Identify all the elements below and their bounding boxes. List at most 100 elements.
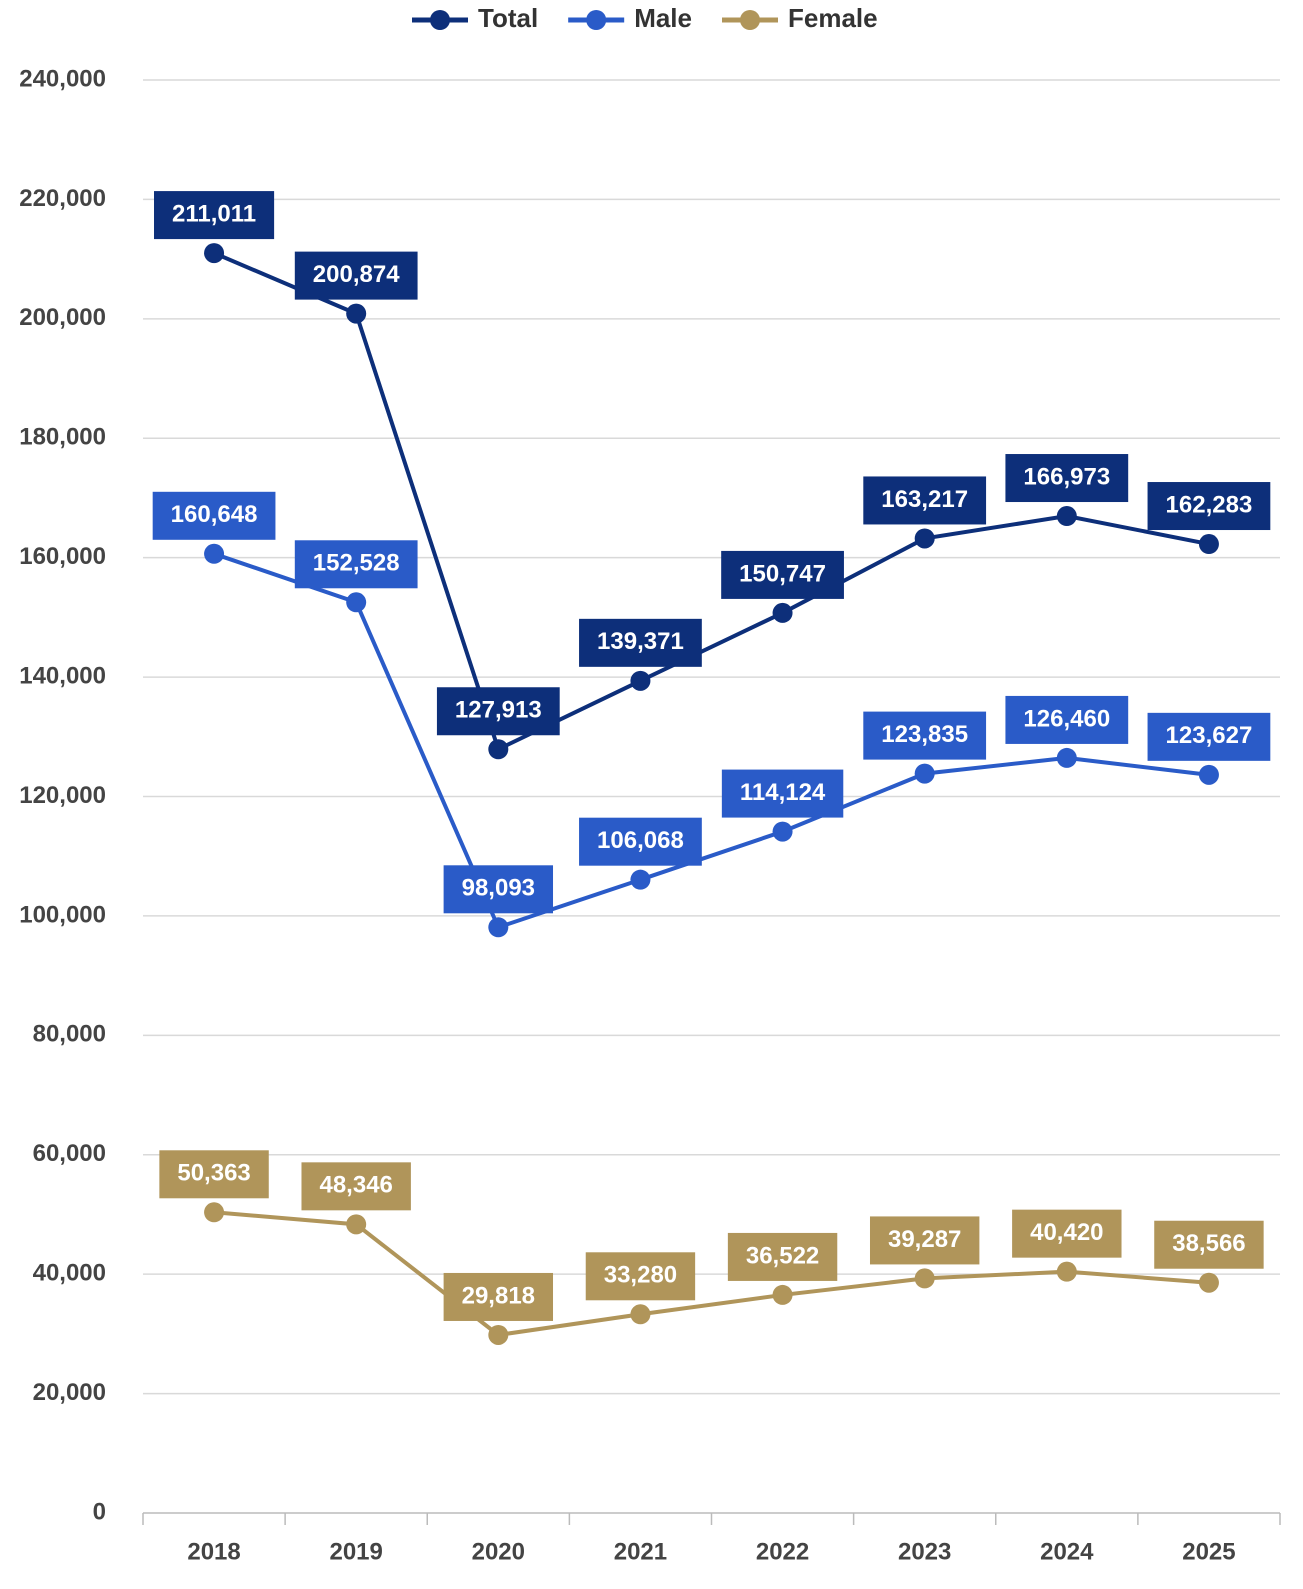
value-label-box bbox=[869, 1216, 980, 1265]
series-line bbox=[213, 1210, 1210, 1338]
value-label-box bbox=[579, 817, 702, 866]
value-label-text: 211,011 bbox=[172, 200, 256, 227]
point bbox=[346, 1214, 367, 1235]
point bbox=[1198, 1272, 1219, 1293]
value-label: 160,648 bbox=[152, 491, 276, 540]
value-label: 106,068 bbox=[579, 817, 702, 866]
value-label-text: 160,648 bbox=[171, 501, 258, 528]
point bbox=[204, 543, 225, 564]
value-label: 163,217 bbox=[863, 476, 987, 525]
legend-marker bbox=[430, 10, 450, 30]
legend-label: Female bbox=[788, 3, 878, 33]
legend-entry: Male bbox=[568, 3, 692, 33]
value-label-box bbox=[721, 769, 844, 818]
point bbox=[914, 763, 935, 784]
value-label-box bbox=[1005, 695, 1129, 744]
point bbox=[772, 821, 793, 842]
value-label: 40,420 bbox=[1012, 1209, 1122, 1258]
x-tick-label: 2020 bbox=[472, 1538, 525, 1565]
y-tick-label: 140,000 bbox=[19, 662, 106, 689]
value-label-box bbox=[585, 1252, 696, 1301]
value-label-text: 106,068 bbox=[597, 827, 684, 854]
value-label-text: 29,818 bbox=[462, 1282, 535, 1309]
value-label-box bbox=[727, 1232, 838, 1281]
point bbox=[488, 917, 509, 938]
value-label-box bbox=[863, 711, 987, 760]
point bbox=[1198, 534, 1219, 555]
value-label: 123,835 bbox=[863, 711, 987, 760]
value-label: 48,346 bbox=[301, 1162, 411, 1211]
value-label-box bbox=[579, 618, 702, 667]
legend-label: Male bbox=[634, 3, 692, 33]
value-label: 211,011 bbox=[154, 191, 275, 240]
value-label-box bbox=[721, 550, 844, 599]
value-label-box bbox=[863, 476, 987, 525]
y-tick-label: 220,000 bbox=[19, 185, 106, 212]
value-label-box bbox=[301, 1162, 411, 1211]
value-label-text: 163,217 bbox=[881, 486, 968, 513]
value-label-box bbox=[154, 191, 275, 240]
point bbox=[488, 739, 509, 760]
value-label-box bbox=[152, 491, 276, 540]
value-label-box bbox=[443, 865, 554, 914]
value-label-text: 152,528 bbox=[313, 550, 400, 577]
value-label: 38,566 bbox=[1154, 1220, 1264, 1269]
value-label-text: 40,420 bbox=[1030, 1219, 1103, 1246]
value-label-text: 162,283 bbox=[1166, 491, 1253, 518]
value-label-text: 36,522 bbox=[746, 1242, 819, 1269]
point bbox=[630, 869, 651, 890]
value-label: 162,283 bbox=[1147, 482, 1271, 531]
value-label-box bbox=[1147, 712, 1271, 761]
legend-entry: Total bbox=[412, 3, 538, 33]
y-tick-label: 20,000 bbox=[33, 1379, 106, 1406]
x-tick-label: 2025 bbox=[1182, 1538, 1235, 1565]
point bbox=[1198, 764, 1219, 785]
legend-entry: Female bbox=[722, 3, 878, 33]
value-label-text: 139,371 bbox=[597, 628, 684, 655]
x-tick-label: 2022 bbox=[756, 1538, 809, 1565]
point bbox=[346, 303, 367, 324]
x-tick-label: 2019 bbox=[329, 1538, 382, 1565]
value-label-box bbox=[1154, 1220, 1264, 1269]
x-tick-label: 2018 bbox=[187, 1538, 240, 1565]
value-label-box bbox=[436, 687, 560, 736]
value-label-text: 39,287 bbox=[888, 1226, 961, 1253]
value-label-text: 123,835 bbox=[881, 721, 968, 748]
value-label-text: 200,874 bbox=[313, 261, 400, 288]
value-label: 98,093 bbox=[443, 865, 554, 914]
value-label: 50,363 bbox=[159, 1150, 269, 1199]
x-tick-label: 2021 bbox=[614, 1538, 667, 1565]
point bbox=[1056, 506, 1077, 527]
value-label-text: 150,747 bbox=[739, 560, 826, 587]
value-label-box bbox=[294, 251, 418, 300]
point bbox=[914, 1268, 935, 1289]
y-tick-label: 60,000 bbox=[33, 1140, 106, 1167]
value-label-text: 166,973 bbox=[1023, 463, 1110, 490]
y-tick-label: 40,000 bbox=[33, 1260, 106, 1287]
y-tick-label: 100,000 bbox=[19, 901, 106, 928]
y-tick-label: 120,000 bbox=[19, 782, 106, 809]
value-label: 123,627 bbox=[1147, 712, 1271, 761]
point bbox=[1056, 1261, 1077, 1282]
value-label-text: 123,627 bbox=[1166, 722, 1253, 749]
point bbox=[914, 528, 935, 549]
value-label: 33,280 bbox=[585, 1252, 696, 1301]
value-label: 200,874 bbox=[294, 251, 418, 300]
point bbox=[1056, 747, 1077, 768]
value-label-text: 33,280 bbox=[604, 1262, 677, 1289]
value-label: 36,522 bbox=[727, 1232, 838, 1281]
point bbox=[346, 592, 367, 613]
value-label-box bbox=[443, 1272, 554, 1321]
value-label-text: 50,363 bbox=[177, 1160, 250, 1187]
y-tick-label: 160,000 bbox=[19, 543, 106, 570]
legend-marker bbox=[740, 10, 760, 30]
value-label: 166,973 bbox=[1005, 454, 1129, 503]
legend-label: Total bbox=[478, 3, 538, 33]
y-tick-label: 0 bbox=[93, 1498, 106, 1525]
value-label-text: 127,913 bbox=[455, 697, 542, 724]
value-label-box bbox=[1147, 482, 1271, 531]
point bbox=[772, 1284, 793, 1305]
y-tick-label: 80,000 bbox=[33, 1021, 106, 1048]
value-label: 127,913 bbox=[436, 687, 560, 736]
